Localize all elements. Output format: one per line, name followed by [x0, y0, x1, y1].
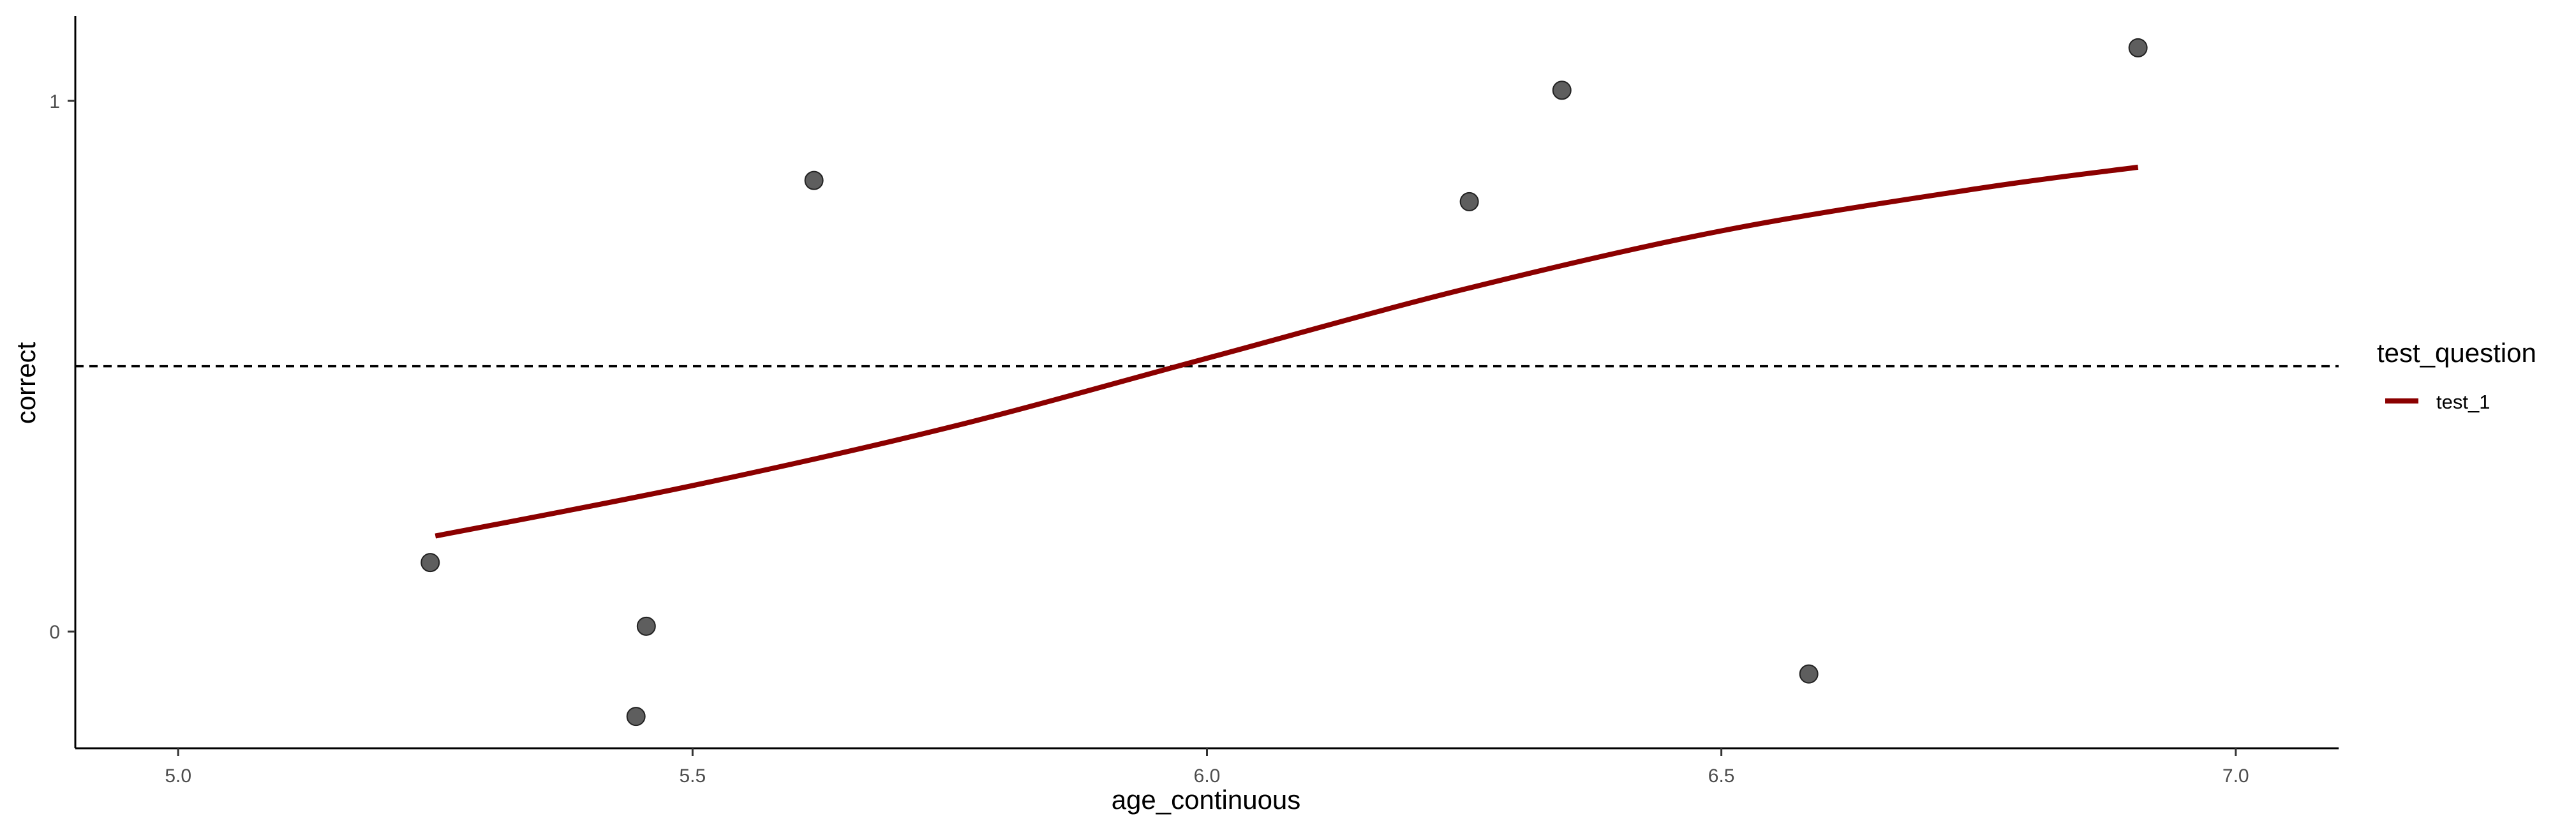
data-point	[421, 553, 440, 573]
x-tick-label: 5.0	[165, 766, 191, 787]
data-point	[626, 707, 646, 727]
x-axis-title: age_continuous	[1112, 785, 1301, 815]
data-point	[2128, 38, 2148, 57]
data-point	[804, 170, 824, 190]
data-point	[636, 616, 656, 636]
data-point	[1459, 192, 1479, 211]
x-tick-label: 7.0	[2222, 766, 2249, 787]
x-tick-label: 6.5	[1708, 766, 1735, 787]
x-tick-label: 5.5	[680, 766, 706, 787]
series-line-test-1	[435, 164, 2139, 539]
data-point	[1799, 664, 1819, 684]
y-tick-label: 1	[49, 91, 60, 112]
data-point	[1552, 80, 1572, 100]
y-axis-title: correct	[11, 342, 41, 424]
legend-title: test_question	[2377, 338, 2536, 368]
axes: 5.0 5.5 6.0 6.5 7.0 0 1	[49, 16, 2339, 787]
plot-area	[75, 38, 2339, 727]
x-tick-label: 6.0	[1194, 766, 1221, 787]
legend: test_question test_1	[2377, 338, 2536, 413]
legend-label-test-1: test_1	[2436, 391, 2490, 413]
y-tick-label: 0	[49, 622, 60, 643]
